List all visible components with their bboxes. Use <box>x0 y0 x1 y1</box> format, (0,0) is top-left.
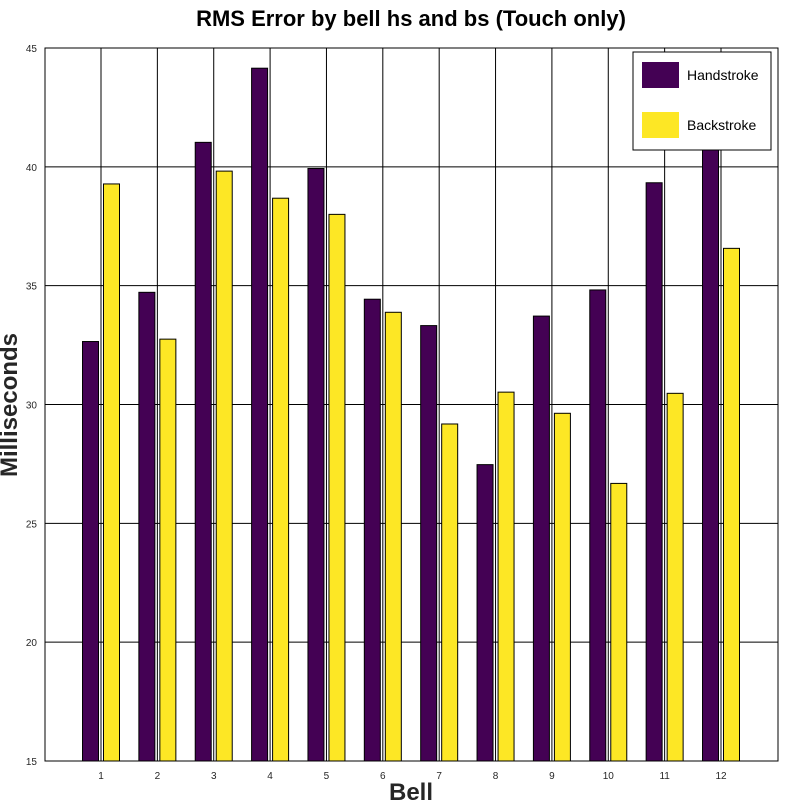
x-tick-label: 8 <box>493 771 499 782</box>
y-tick-label: 25 <box>26 519 38 530</box>
x-tick-label: 4 <box>267 771 273 782</box>
bar-handstroke-bell-8 <box>476 464 494 762</box>
y-tick-label: 15 <box>26 757 38 768</box>
y-tick-label: 20 <box>26 638 38 649</box>
y-tick-label: 35 <box>26 282 38 293</box>
x-tick-label: 9 <box>549 771 555 782</box>
y-tick-label: 40 <box>26 163 38 174</box>
bar-backstroke-bell-10 <box>610 482 628 762</box>
bar-backstroke-bell-2 <box>159 338 177 762</box>
x-tick-label: 12 <box>715 771 727 782</box>
x-tick-label: 1 <box>98 771 104 782</box>
bar-backstroke-bell-9 <box>553 412 571 762</box>
bar-handstroke-bell-11 <box>645 182 663 762</box>
x-tick-label: 3 <box>211 771 217 782</box>
bars <box>82 62 740 762</box>
bar-handstroke-bell-12 <box>702 62 719 762</box>
plot-frame <box>44 47 779 762</box>
bar-handstroke-bell-10 <box>589 289 607 762</box>
bar-backstroke-bell-8 <box>497 391 515 762</box>
x-tick-label: 10 <box>603 771 615 782</box>
chart-title: RMS Error by bell hs and bs (Touch only) <box>196 6 626 31</box>
bar-handstroke-bell-9 <box>532 315 550 762</box>
legend-swatch-backstroke <box>642 112 679 138</box>
legend: Handstroke Backstroke <box>632 51 772 151</box>
bar-backstroke-bell-3 <box>215 170 233 762</box>
legend-swatch-handstroke <box>642 62 679 88</box>
bar-backstroke-bell-5 <box>328 213 346 762</box>
x-axis-label: Bell <box>389 779 433 800</box>
legend-label-backstroke: Backstroke <box>687 117 756 133</box>
bar-handstroke-bell-4 <box>251 67 269 762</box>
bar-handstroke-bell-2 <box>138 291 156 762</box>
bar-backstroke-bell-4 <box>272 197 290 762</box>
bar-backstroke-bell-6 <box>384 311 402 762</box>
bar-backstroke-bell-11 <box>666 392 684 762</box>
bar-handstroke-bell-3 <box>194 141 212 762</box>
bar-backstroke-bell-1 <box>103 183 120 762</box>
x-tick-label: 2 <box>155 771 161 782</box>
y-axis-label: Milliseconds <box>0 333 23 477</box>
bar-handstroke-bell-5 <box>307 167 325 762</box>
x-tick-label: 6 <box>380 771 386 782</box>
x-tick-label: 11 <box>659 771 670 782</box>
legend-label-handstroke: Handstroke <box>687 67 759 83</box>
x-tick-label: 7 <box>436 771 442 782</box>
bar-handstroke-bell-6 <box>363 298 381 762</box>
bar-handstroke-bell-1 <box>82 341 99 762</box>
bar-handstroke-bell-7 <box>420 325 438 762</box>
y-tick-label: 30 <box>26 401 38 412</box>
y-tick-label: 45 <box>26 44 38 55</box>
bar-backstroke-bell-7 <box>441 423 459 762</box>
x-tick-label: 5 <box>324 771 330 782</box>
bar-backstroke-bell-12 <box>723 247 740 762</box>
